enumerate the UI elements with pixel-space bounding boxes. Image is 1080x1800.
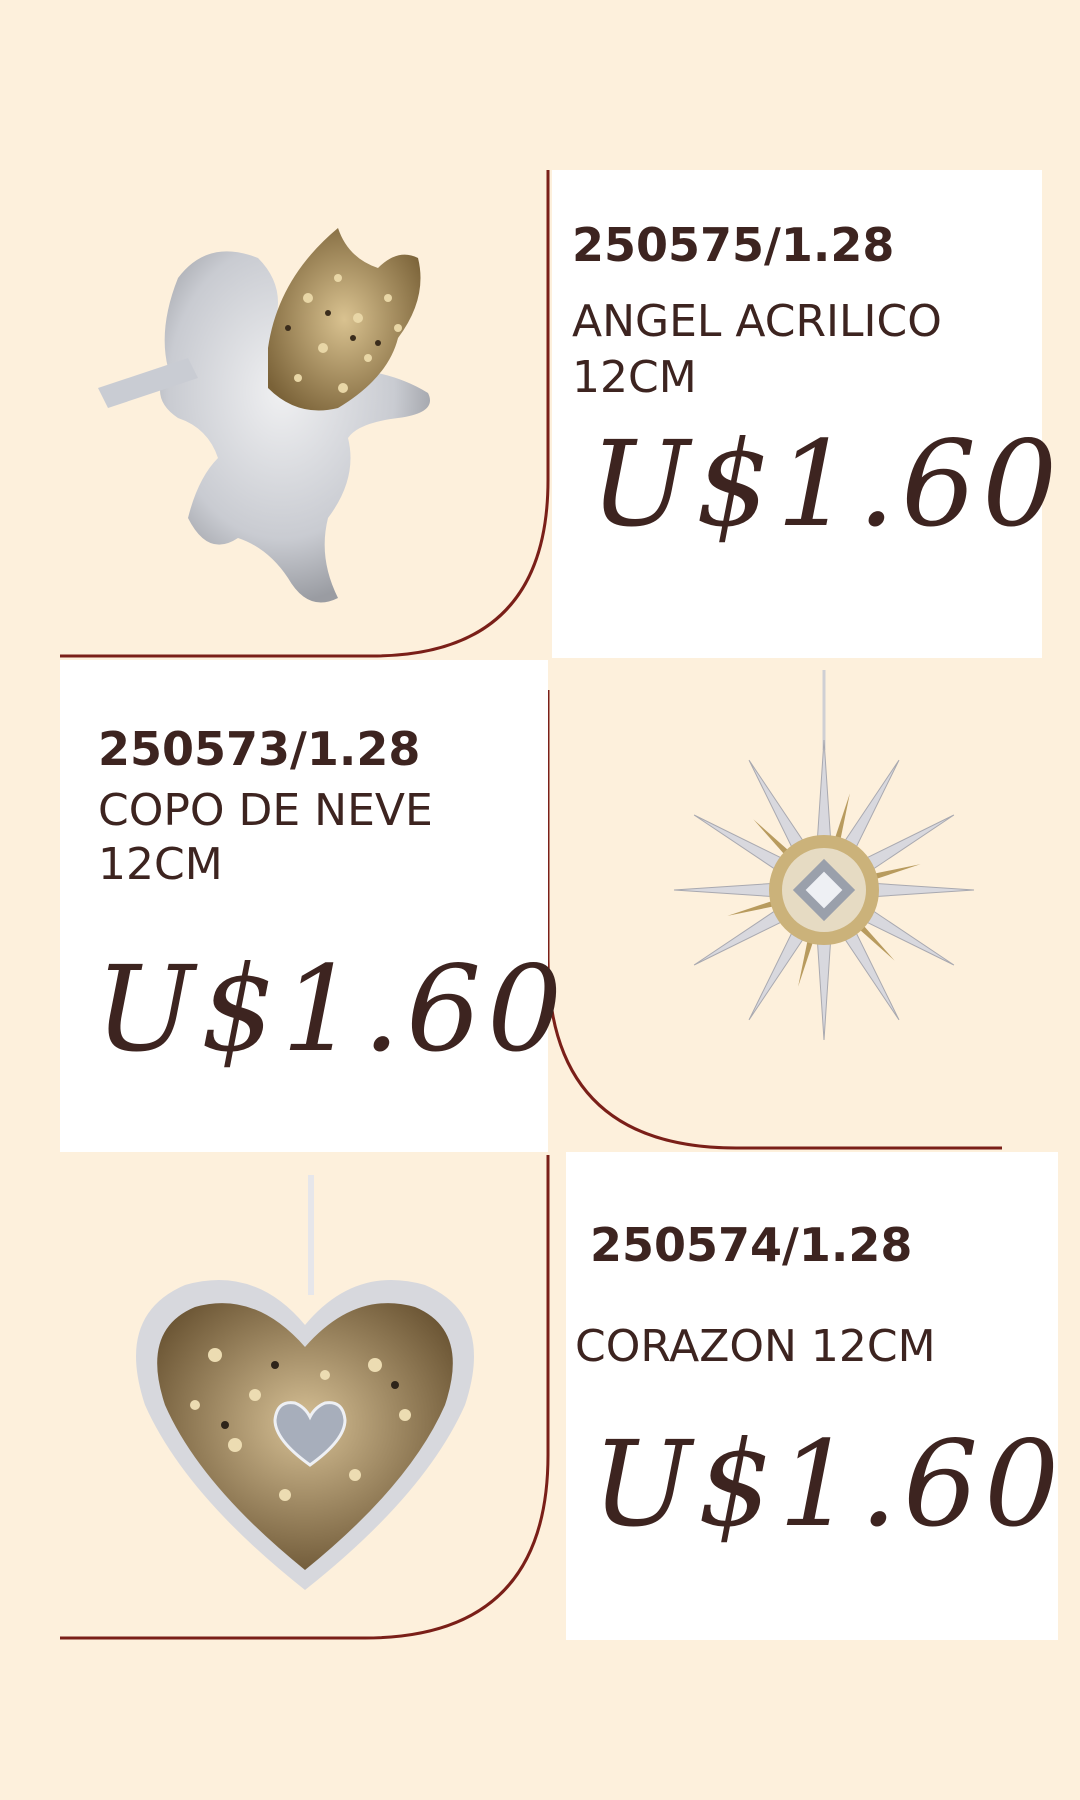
product-price: U$1.60	[95, 940, 569, 1078]
snowflake-ornament-icon	[673, 670, 975, 1041]
angel-ornament-icon	[98, 228, 430, 603]
product-name-line1: ANGEL ACRILICO	[572, 296, 942, 347]
product-card-angel[interactable]	[552, 170, 1042, 658]
product-price: U$1.60	[590, 415, 1064, 553]
product-card-heart[interactable]	[566, 1152, 1058, 1640]
product-code: 250574/1.28	[590, 1218, 913, 1272]
product-name-line1: CORAZON 12CM	[575, 1321, 936, 1372]
product-name-line2: 12CM	[98, 839, 223, 890]
product-name-line1: COPO DE NEVE	[98, 785, 433, 836]
product-name-line2: 12CM	[572, 352, 697, 403]
heart-ornament-icon	[136, 1175, 474, 1590]
product-code: 250575/1.28	[572, 218, 895, 272]
product-price: U$1.60	[592, 1415, 1066, 1553]
product-card-snowflake[interactable]	[60, 660, 548, 1152]
product-code: 250573/1.28	[98, 722, 421, 776]
